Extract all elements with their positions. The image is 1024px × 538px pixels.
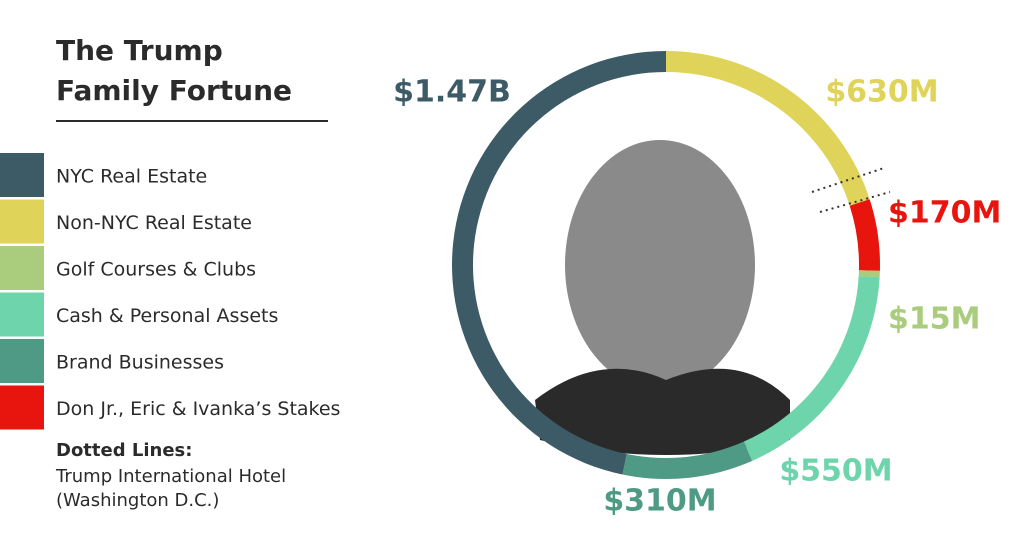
- note-title: Dotted Lines:: [56, 440, 192, 461]
- legend-swatch: [0, 385, 44, 430]
- donut-segment: [622, 441, 753, 479]
- title-line: The Trump: [56, 34, 223, 67]
- legend-label: NYC Real Estate: [56, 166, 207, 188]
- title-line: Family Fortune: [56, 74, 292, 107]
- legend-swatch: [0, 153, 44, 197]
- donut-segment: [743, 276, 880, 461]
- legend-label: Cash & Personal Assets: [56, 305, 278, 327]
- legend-label: Brand Businesses: [56, 352, 224, 374]
- donut-segment: [666, 51, 870, 206]
- value-label: $630M: [825, 75, 938, 110]
- value-label: $310M: [603, 484, 716, 519]
- legend-label: Golf Courses & Clubs: [56, 259, 256, 281]
- value-label: $1.47B: [393, 75, 511, 110]
- legend-swatch: [0, 246, 44, 290]
- value-label: $170M: [888, 196, 1001, 231]
- donut-segment: [858, 270, 880, 278]
- note-line: Trump International Hotel: [55, 466, 286, 487]
- legend-swatch: [0, 199, 44, 244]
- value-label: $15M: [888, 302, 980, 337]
- donut-segment: [451, 51, 666, 475]
- portrait-placeholder: [565, 140, 755, 390]
- portrait-placeholder: [535, 368, 790, 455]
- donut-segment: [849, 199, 880, 271]
- legend-swatch: [0, 339, 44, 383]
- dotted-line: [811, 167, 885, 193]
- value-label: $550M: [779, 454, 892, 489]
- note-line: (Washington D.C.): [56, 490, 219, 511]
- legend-label: Non-NYC Real Estate: [56, 212, 252, 234]
- dotted-line: [819, 191, 891, 213]
- legend-swatch: [0, 292, 44, 337]
- donut: [451, 51, 880, 479]
- legend-label: Don Jr., Eric & Ivanka’s Stakes: [56, 398, 340, 420]
